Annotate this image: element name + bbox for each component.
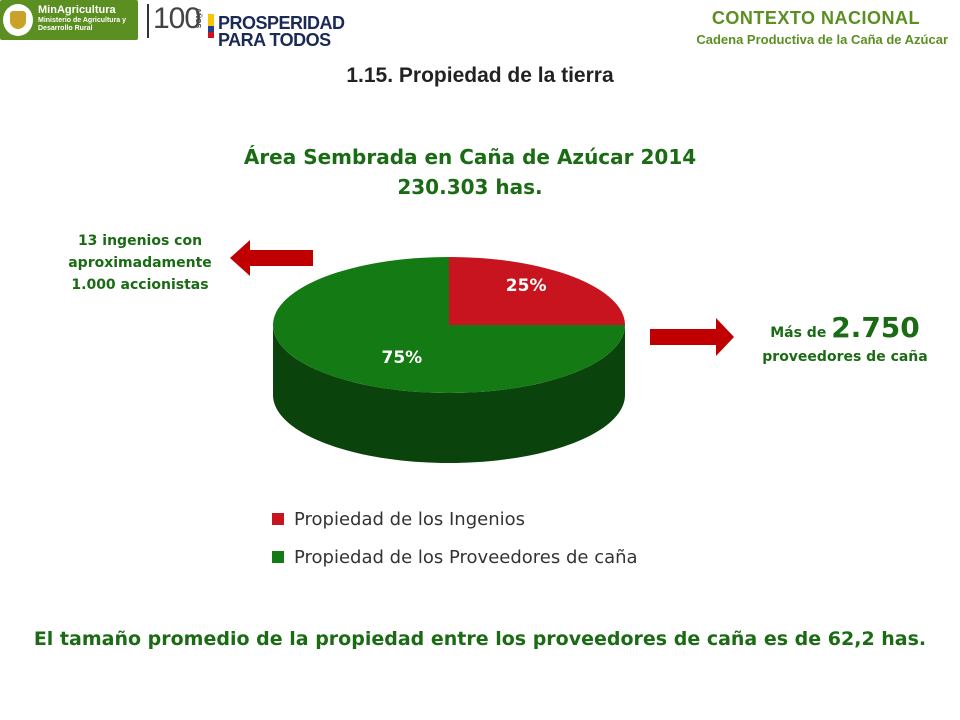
context-subtitle: Cadena Productiva de la Caña de Azúcar [696,32,948,47]
ingenios-annotation-line: 1.000 accionistas [71,277,209,293]
legend-swatch [272,551,284,563]
ingenios-annotation: 13 ingenios con aproximadamente 1.000 ac… [50,230,230,296]
proveedores-annotation: Más de 2.750 proveedores de caña [740,314,950,369]
pie-slice-1 [273,257,625,393]
chart-title: Área Sembrada en Caña de Azúcar 2014 [243,145,697,169]
page-title: 1.15. Propiedad de la tierra [346,64,614,87]
ingenios-annotation-line: aproximadamente [68,255,212,271]
legend-label: Propiedad de los Ingenios [294,508,526,530]
anniversary-word: AÑOS [194,8,201,29]
logo-divider [147,4,149,38]
chart-title-block: Área Sembrada en Caña de Azúcar 2014 230… [200,142,740,202]
proveedores-count: 2.750 [831,311,920,344]
proveedores-prefix: Más de [770,325,827,341]
slogan-line-2: PARA TODOS [218,30,331,50]
minagricultura-logo: MinAgricultura Ministerio de Agricultura… [0,0,138,40]
proveedores-suffix: proveedores de caña [762,349,928,365]
colombia-flag-icon [208,14,214,38]
left-arrow-icon [230,240,313,276]
context-title: CONTEXTO NACIONAL [711,8,920,28]
ministry-subtitle: Ministerio de Agricultura y Desarrollo R… [38,17,127,32]
legend-item-proveedores: Propiedad de los Proveedores de caña [272,538,638,576]
pie-label-0: 25% [506,276,547,296]
footer-note: El tamaño promedio de la propiedad entre… [33,628,927,650]
pie-3d-side [273,325,625,463]
legend-swatch [272,513,284,525]
right-arrow-icon [650,318,734,356]
slogan-line-1: PROSPERIDAD [218,13,345,33]
ministry-name: MinAgricultura [38,4,116,16]
pie-data-labels: 25% 75% [381,276,546,368]
pie-slices [273,257,625,393]
pie-side-wall [273,325,625,463]
pie-label-1: 75% [381,348,422,368]
legend-item-ingenios: Propiedad de los Ingenios [272,500,638,538]
coat-of-arms-icon [3,4,33,36]
chart-legend: Propiedad de los Ingenios Propiedad de l… [272,500,638,576]
ingenios-annotation-line: 13 ingenios con [77,233,203,249]
chart-subtitle: 230.303 has. [397,175,543,199]
pie-slice-0 [449,257,625,325]
legend-label: Propiedad de los Proveedores de caña [294,546,638,568]
anniversary-number: 100 [153,2,201,35]
